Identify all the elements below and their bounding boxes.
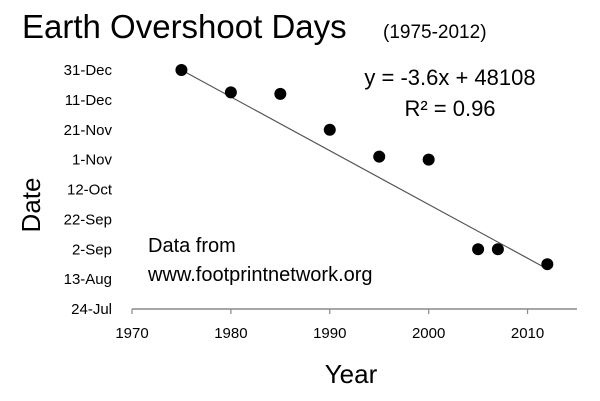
x-tick-labels: 1970 1980 1990 2000 2010 [115,325,544,342]
y-tick-label: 12-Oct [67,182,113,199]
data-point [175,64,188,76]
y-tick-label: 2-Sep [72,241,112,258]
y-tick-label: 1-Nov [72,152,113,169]
x-tick-label: 1970 [115,325,148,342]
trendline-equation: y = -3.6x + 48108 [364,65,535,90]
data-point [491,243,504,256]
y-tick-label: 21-Nov [64,122,113,139]
y-axis-title: Date [16,178,46,233]
chart-subtitle: (1975-2012) [383,22,487,43]
y-tick-label: 24-Jul [71,301,112,318]
data-point [472,243,485,256]
y-tick-label: 22-Sep [64,211,112,228]
y-tick-labels: 31-Dec 11-Dec 21-Nov 1-Nov 12-Oct 22-Sep 2-Sep… [64,62,113,318]
source-note-line2: www.footprintnetwork.org [147,264,373,286]
x-tick-label: 2000 [412,325,445,342]
data-point [373,150,386,163]
data-point [224,86,237,99]
y-tick-label: 11-Dec [65,92,113,109]
x-tick-label: 2010 [511,325,544,342]
x-tick-label: 1980 [214,325,247,342]
axes [131,308,577,314]
trendline [181,69,548,270]
chart-title: Earth Overshoot Days [22,8,347,45]
data-point [422,153,435,166]
y-tick-label: 13-Aug [64,271,112,288]
y-tick-label: 31-Dec [64,62,113,79]
data-point [541,258,554,271]
x-axis-title: Year [325,359,378,389]
data-points [175,64,554,271]
data-point [274,87,287,100]
source-note-line1: Data from [148,235,236,257]
trendline-line [181,69,548,270]
r-squared-label: R² = 0.96 [404,96,495,121]
data-point [323,123,336,136]
x-tick-label: 1990 [313,325,346,342]
